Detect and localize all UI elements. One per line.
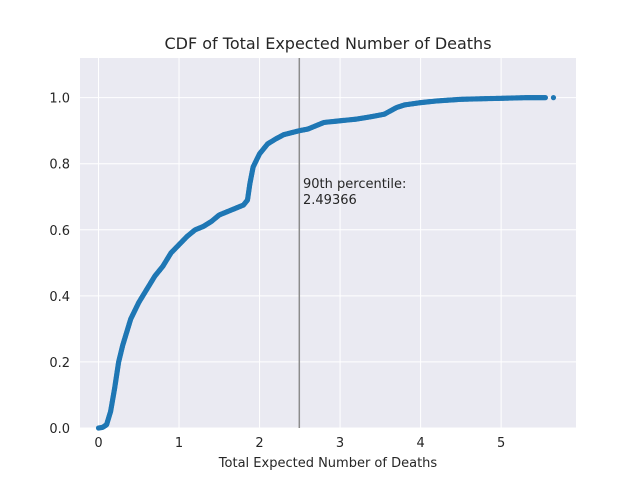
y-tick-label-5: 1.0 <box>49 92 70 107</box>
chart-title: CDF of Total Expected Number of Deaths <box>164 34 491 53</box>
x-tick-label-1: 1 <box>175 436 183 451</box>
y-tick-label-0: 0.0 <box>49 422 70 437</box>
x-tick-label-2: 2 <box>255 436 263 451</box>
y-tick-label-1: 0.2 <box>49 356 70 371</box>
y-tick-labels: 0.0 0.2 0.4 0.6 0.8 1.0 <box>49 92 70 437</box>
y-tick-label-4: 0.8 <box>49 158 70 173</box>
cdf-points <box>95 95 557 431</box>
x-axis-label: Total Expected Number of Deaths <box>218 456 438 471</box>
x-tick-label-3: 3 <box>336 436 344 451</box>
y-tick-label-2: 0.4 <box>49 290 70 305</box>
y-tick-label-3: 0.6 <box>49 224 70 239</box>
percentile-annotation-line2: 2.49366 <box>303 193 357 208</box>
percentile-annotation-line1: 90th percentile: <box>303 177 406 192</box>
x-tick-labels: 0 1 2 3 4 5 <box>94 436 505 451</box>
x-tick-label-0: 0 <box>94 436 102 451</box>
cdf-outlier-point-0 <box>550 95 557 101</box>
x-tick-label-4: 4 <box>416 436 424 451</box>
x-tick-label-5: 5 <box>497 436 505 451</box>
cdf-point-0-556 <box>542 95 549 101</box>
